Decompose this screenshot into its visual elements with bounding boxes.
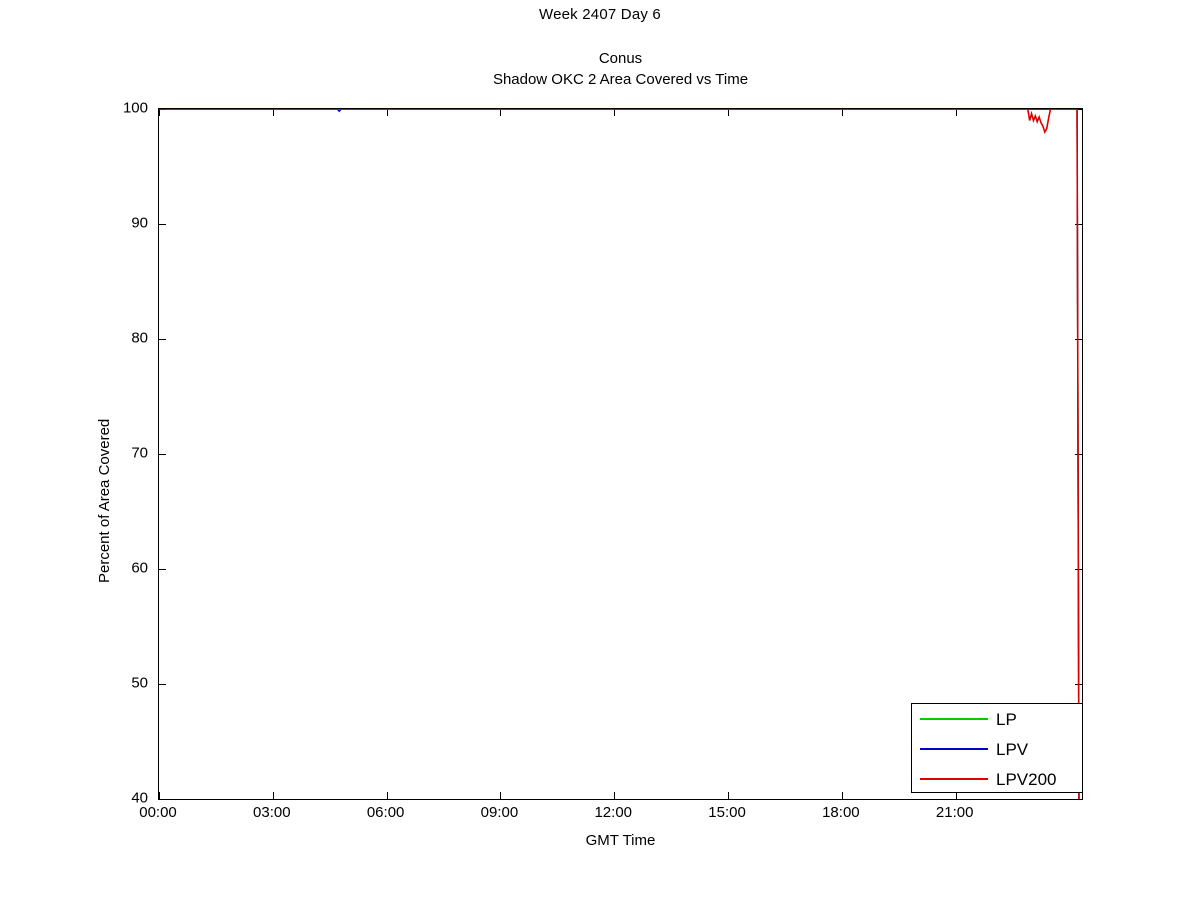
x-axis-tick-top-6 bbox=[841, 109, 843, 116]
x-axis-tick-top-5 bbox=[728, 109, 730, 116]
x-tick-label-1: 03:00 bbox=[253, 804, 291, 821]
x-axis-tick-top-0 bbox=[159, 109, 160, 116]
x-axis-tick-top-1 bbox=[272, 109, 274, 116]
y-axis-tick-left-3 bbox=[159, 454, 166, 455]
x-tick-label-4: 12:00 bbox=[594, 804, 633, 821]
legend-swatch-lpv200 bbox=[920, 778, 988, 780]
y-axis-label: Percent of Area Covered bbox=[96, 418, 113, 583]
legend-label-lp: LP bbox=[996, 709, 1017, 729]
x-axis-tick-top-3 bbox=[500, 109, 502, 116]
chart-subtitle: Conus bbox=[598, 50, 643, 67]
legend-item-lpv: LPV bbox=[912, 734, 1082, 764]
x-tick-label-6: 18:00 bbox=[822, 804, 860, 821]
x-axis-tick-top-2 bbox=[386, 109, 388, 116]
y-axis-tick-left-5 bbox=[159, 224, 166, 225]
figure-supertitle: Week 2407 Day 6 bbox=[539, 6, 661, 23]
data-series-layer bbox=[159, 109, 1080, 799]
y-axis-tick-left-0 bbox=[159, 799, 166, 800]
x-tick-label-0: 00:00 bbox=[139, 804, 177, 821]
y-axis-tick-right-6 bbox=[1075, 109, 1082, 110]
x-tick-label-3: 09:00 bbox=[480, 804, 519, 821]
x-axis-tick-bottom-6 bbox=[841, 792, 843, 799]
x-axis-tick-bottom-7 bbox=[955, 792, 957, 799]
legend-label-lpv200: LPV200 bbox=[996, 769, 1057, 789]
x-axis-tick-bottom-3 bbox=[500, 792, 502, 799]
x-axis-label: GMT Time bbox=[585, 832, 656, 849]
y-axis-tick-left-4 bbox=[159, 339, 166, 340]
legend-item-lpv200: LPV200 bbox=[912, 764, 1082, 794]
x-axis-tick-top-7 bbox=[955, 109, 957, 116]
legend-swatch-lpv bbox=[920, 748, 988, 750]
series-line-lpv200 bbox=[159, 109, 1080, 799]
x-axis-tick-bottom-0 bbox=[159, 792, 160, 799]
series-line-lp bbox=[159, 109, 1080, 799]
x-tick-label-5: 15:00 bbox=[708, 804, 746, 821]
legend-label-lpv: LPV bbox=[996, 739, 1029, 759]
y-axis-tick-left-2 bbox=[159, 569, 166, 570]
chart-legend: LP LPV LPV200 bbox=[911, 703, 1083, 793]
x-axis-tick-bottom-5 bbox=[728, 792, 730, 799]
x-axis-tick-bottom-4 bbox=[614, 792, 616, 799]
y-axis-tick-right-5 bbox=[1075, 224, 1082, 225]
x-axis-tick-bottom-2 bbox=[386, 792, 388, 799]
series-line-lpv bbox=[159, 109, 1080, 799]
y-axis-tick-left-1 bbox=[159, 684, 166, 685]
y-axis-tick-right-0 bbox=[1075, 799, 1082, 800]
x-tick-label-2: 06:00 bbox=[366, 804, 405, 821]
x-axis-tick-bottom-1 bbox=[272, 792, 274, 799]
legend-item-lp: LP bbox=[912, 704, 1082, 734]
chart-title: Shadow OKC 2 Area Covered vs Time bbox=[492, 71, 749, 88]
chart-title-block: Conus Shadow OKC 2 Area Covered vs Time bbox=[158, 48, 1083, 90]
plot-area bbox=[158, 108, 1083, 800]
x-axis-tick-top-4 bbox=[614, 109, 616, 116]
x-tick-label-7: 21:00 bbox=[935, 804, 974, 821]
legend-swatch-lp bbox=[920, 718, 988, 720]
